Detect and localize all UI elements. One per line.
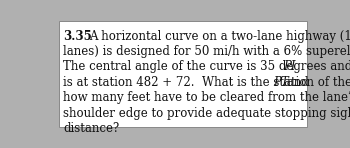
Text: A horizontal curve on a two-lane highway (10-ft: A horizontal curve on a two-lane highway… — [89, 30, 350, 43]
Text: distance?: distance? — [63, 122, 120, 135]
Text: shoulder edge to provide adequate stopping sight: shoulder edge to provide adequate stoppi… — [63, 107, 350, 120]
Text: PI: PI — [284, 61, 296, 74]
Text: is at station 482 + 72.  What is the station of the: is at station 482 + 72. What is the stat… — [63, 76, 350, 89]
FancyBboxPatch shape — [59, 21, 307, 127]
Text: and: and — [283, 76, 309, 89]
Text: lanes) is designed for 50 mi/h with a 6% superelevation.: lanes) is designed for 50 mi/h with a 6%… — [63, 45, 350, 58]
Text: how many feet have to be cleared from the lane’s: how many feet have to be cleared from th… — [63, 91, 350, 104]
Text: The central angle of the curve is 35 degrees and the: The central angle of the curve is 35 deg… — [63, 61, 350, 74]
Text: PT: PT — [273, 76, 289, 89]
Text: 3.35: 3.35 — [63, 30, 92, 43]
